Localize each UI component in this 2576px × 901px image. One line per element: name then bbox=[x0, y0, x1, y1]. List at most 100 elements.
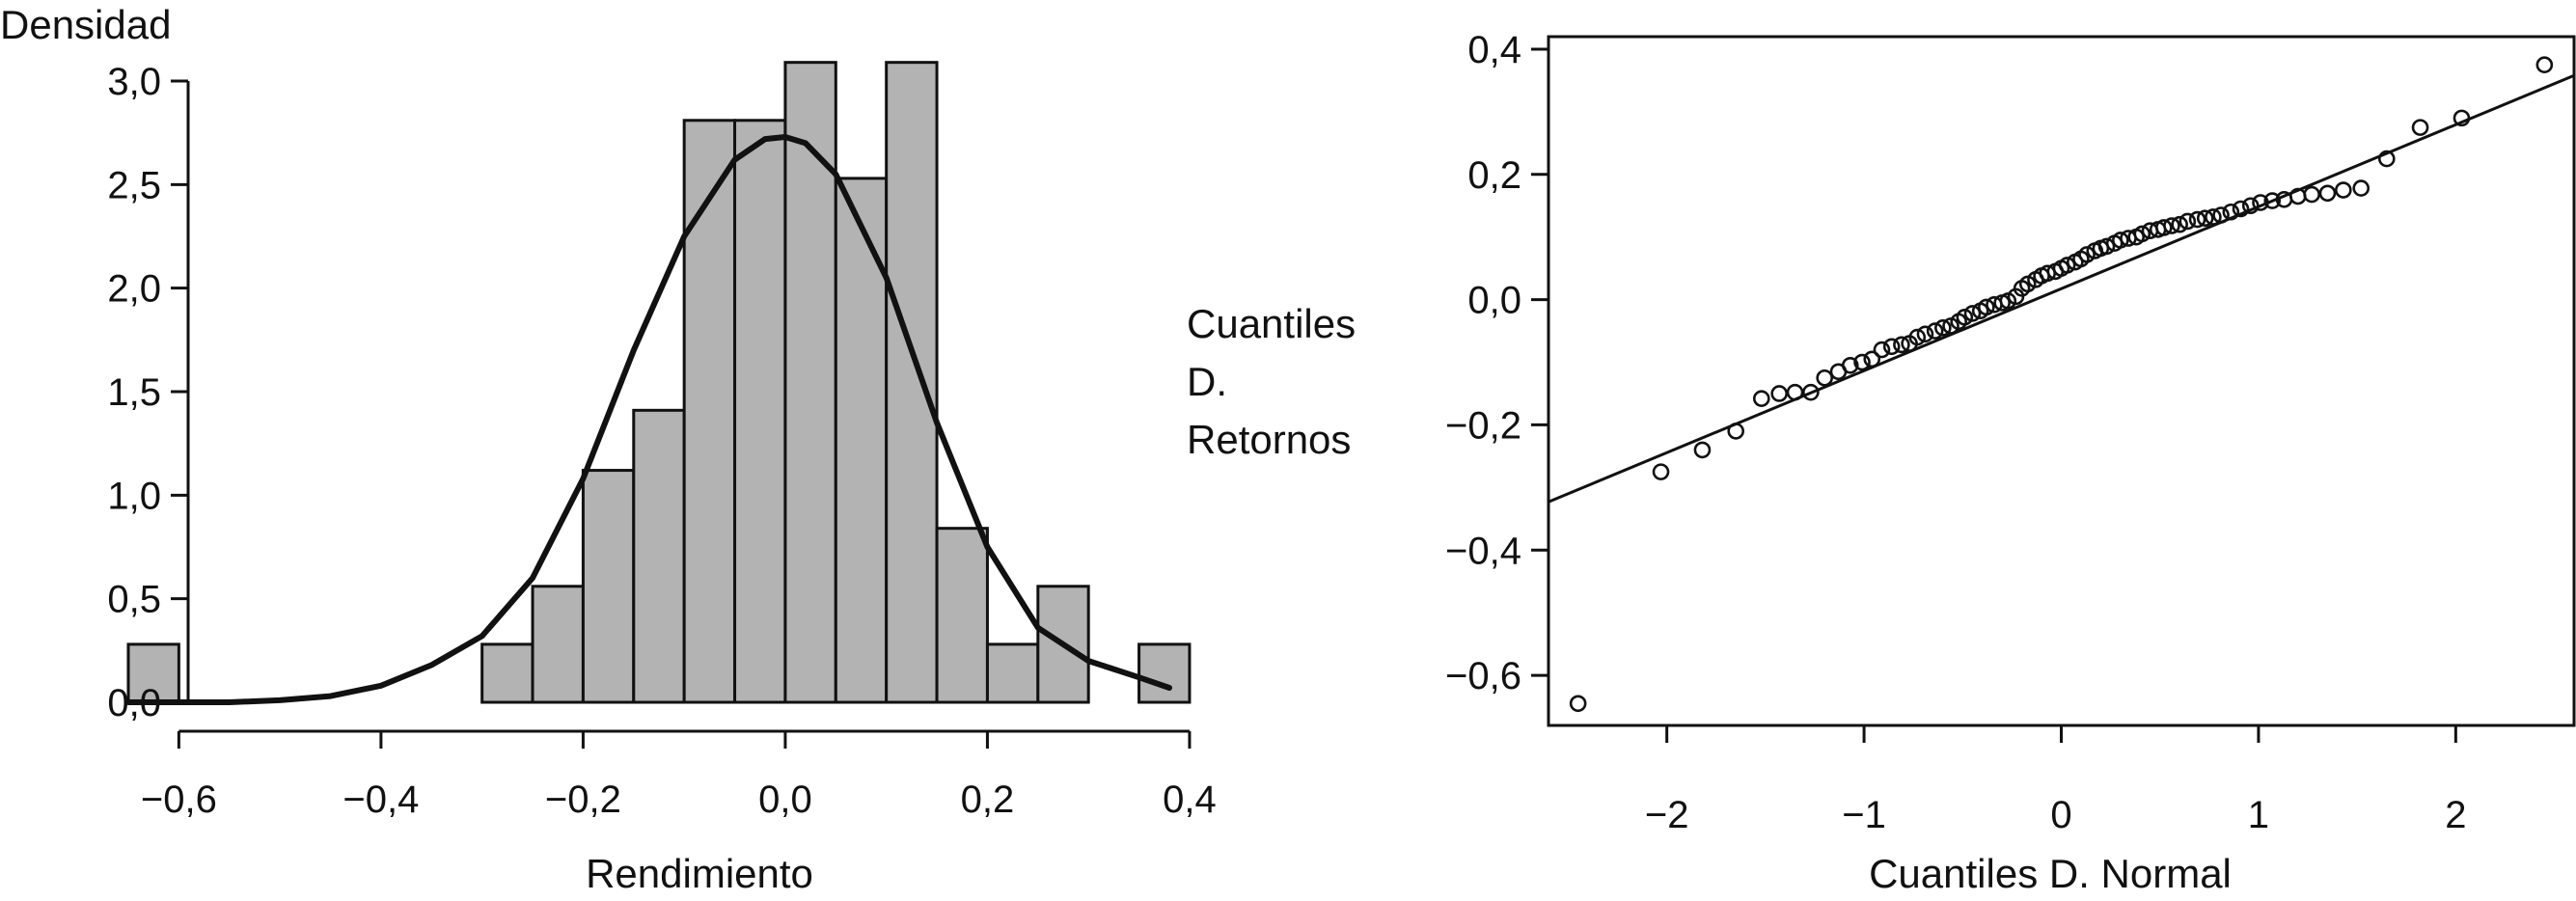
qq-point bbox=[2163, 217, 2180, 234]
y-tick-label: −0,4 bbox=[1445, 530, 1521, 572]
qq-point bbox=[1693, 441, 1712, 459]
y-tick-label: 0,0 bbox=[107, 682, 161, 724]
x-tick-label: 0 bbox=[2050, 794, 2071, 836]
qq-point bbox=[2535, 56, 2554, 74]
histogram-bar bbox=[682, 119, 737, 704]
qq-point bbox=[2335, 181, 2352, 199]
qq-point bbox=[1882, 338, 1901, 356]
qq-point bbox=[1963, 305, 1982, 322]
histogram-bar bbox=[985, 642, 1040, 704]
x-tick-label: 1 bbox=[2248, 794, 2269, 836]
qq-point bbox=[2205, 208, 2222, 226]
qq-point bbox=[1978, 298, 1995, 316]
qq-x-ticks: −2 −1 0 1 2 bbox=[1645, 725, 2466, 836]
x-tick-label: −0,4 bbox=[343, 778, 419, 821]
qq-point bbox=[1770, 385, 1788, 402]
y-tick-label: 0,2 bbox=[1467, 154, 1521, 197]
histogram-y-ticks: 0,0 0,5 1,0 1,5 2,0 2,5 3,0 bbox=[107, 61, 188, 724]
qq-y-axis-title-line: Cuantiles bbox=[1187, 301, 1356, 346]
y-tick-label: 2,0 bbox=[107, 268, 161, 311]
x-tick-label: 0,0 bbox=[758, 778, 812, 821]
histogram-bar bbox=[885, 61, 939, 704]
qq-point bbox=[2179, 212, 2197, 231]
histogram-bar bbox=[783, 61, 837, 704]
qq-point bbox=[1863, 350, 1881, 369]
x-tick-label: −2 bbox=[1645, 794, 1689, 836]
histogram-x-axis-title: Rendimiento bbox=[586, 851, 813, 896]
qq-point bbox=[1727, 423, 1745, 440]
qq-point bbox=[2112, 232, 2129, 249]
qq-point bbox=[1893, 336, 1910, 354]
histogram-bar bbox=[531, 585, 585, 704]
qq-point bbox=[2377, 150, 2396, 168]
qq-y-ticks: −0,6 −0,4 −0,2 0,0 0,2 0,4 bbox=[1445, 29, 1548, 697]
qq-point bbox=[2196, 209, 2214, 228]
qq-point bbox=[1934, 319, 1952, 337]
qq-point bbox=[1786, 383, 1804, 401]
qq-point bbox=[2453, 109, 2471, 127]
qq-point bbox=[1916, 325, 1934, 343]
qq-points bbox=[1569, 56, 2554, 713]
qq-point bbox=[2097, 237, 2116, 256]
x-tick-label: −0,2 bbox=[545, 778, 621, 821]
histogram-bar bbox=[581, 469, 636, 704]
histogram-bar bbox=[733, 119, 787, 704]
qq-point bbox=[1652, 463, 1670, 480]
qq-point bbox=[1926, 322, 1944, 340]
histogram-y-axis-title: Densidad bbox=[0, 2, 171, 47]
x-tick-label: 2 bbox=[2445, 794, 2466, 836]
qq-point bbox=[1908, 328, 1927, 346]
histogram-bars bbox=[126, 61, 1192, 704]
qq-point bbox=[2411, 119, 2429, 136]
x-tick-label: −0,6 bbox=[141, 778, 217, 821]
qq-point bbox=[1816, 369, 1833, 387]
qq-y-axis-title: Cuantiles D. Retornos bbox=[1187, 301, 1356, 462]
x-tick-label: 0,4 bbox=[1163, 778, 1217, 821]
qq-point bbox=[1956, 308, 1974, 326]
qq-point bbox=[2222, 203, 2240, 221]
qq-point bbox=[2155, 219, 2173, 236]
y-tick-label: 1,5 bbox=[107, 371, 161, 414]
histogram-panel: Densidad 0,00,51,01,52,02,53,0 −0,6 −0,4−… bbox=[0, 2, 1217, 896]
histogram-x-ticks: −0,6 −0,4 −0,2 0,0 0,2 0,4 bbox=[141, 731, 1217, 821]
y-tick-label: 1,0 bbox=[107, 475, 161, 517]
qq-point bbox=[2188, 210, 2206, 229]
qq-point bbox=[2352, 179, 2370, 197]
y-tick-label: 2,5 bbox=[107, 164, 161, 206]
qq-point bbox=[2078, 246, 2096, 263]
qq-point bbox=[1802, 383, 1820, 401]
qq-point bbox=[2263, 192, 2282, 209]
qq-point bbox=[2171, 215, 2188, 233]
y-tick-label: 3,0 bbox=[107, 61, 161, 103]
qq-point bbox=[2212, 206, 2230, 224]
density-curve bbox=[125, 134, 1172, 705]
histogram-bar bbox=[935, 527, 989, 704]
y-tick-label: 0,4 bbox=[1467, 29, 1521, 71]
qq-x-axis-title: Cuantiles D. Normal bbox=[1869, 851, 2232, 896]
qq-point bbox=[1841, 356, 1859, 374]
qq-point bbox=[1752, 390, 1770, 407]
qq-point bbox=[2241, 197, 2260, 215]
qq-plot-panel: Cuantiles D. Retornos −0,6 −0,4 −0,2 0,0 0,2 0,… bbox=[1187, 29, 2576, 896]
qq-y-axis-title-line: D. bbox=[1187, 359, 1227, 404]
x-tick-label: −1 bbox=[1842, 794, 1886, 836]
qq-reference-line bbox=[1548, 73, 2575, 504]
qq-point bbox=[2303, 185, 2320, 204]
qq-point bbox=[2058, 257, 2076, 274]
x-tick-label: 0,2 bbox=[961, 778, 1015, 821]
qq-point bbox=[2232, 200, 2250, 218]
y-tick-label: 0,0 bbox=[1467, 280, 1521, 322]
y-tick-label: −0,6 bbox=[1445, 655, 1521, 697]
qq-point bbox=[2318, 184, 2337, 203]
qq-point bbox=[2252, 194, 2269, 211]
histogram-bar bbox=[1137, 642, 1192, 704]
y-tick-label: 0,5 bbox=[107, 579, 161, 621]
y-tick-label: −0,2 bbox=[1445, 404, 1521, 447]
qq-point bbox=[1569, 695, 1587, 713]
qq-point bbox=[1853, 353, 1871, 371]
histogram-bar bbox=[480, 642, 534, 704]
histogram-bar bbox=[632, 408, 686, 704]
qq-point bbox=[2133, 225, 2151, 243]
qq-y-axis-title-line: Retornos bbox=[1187, 417, 1351, 462]
